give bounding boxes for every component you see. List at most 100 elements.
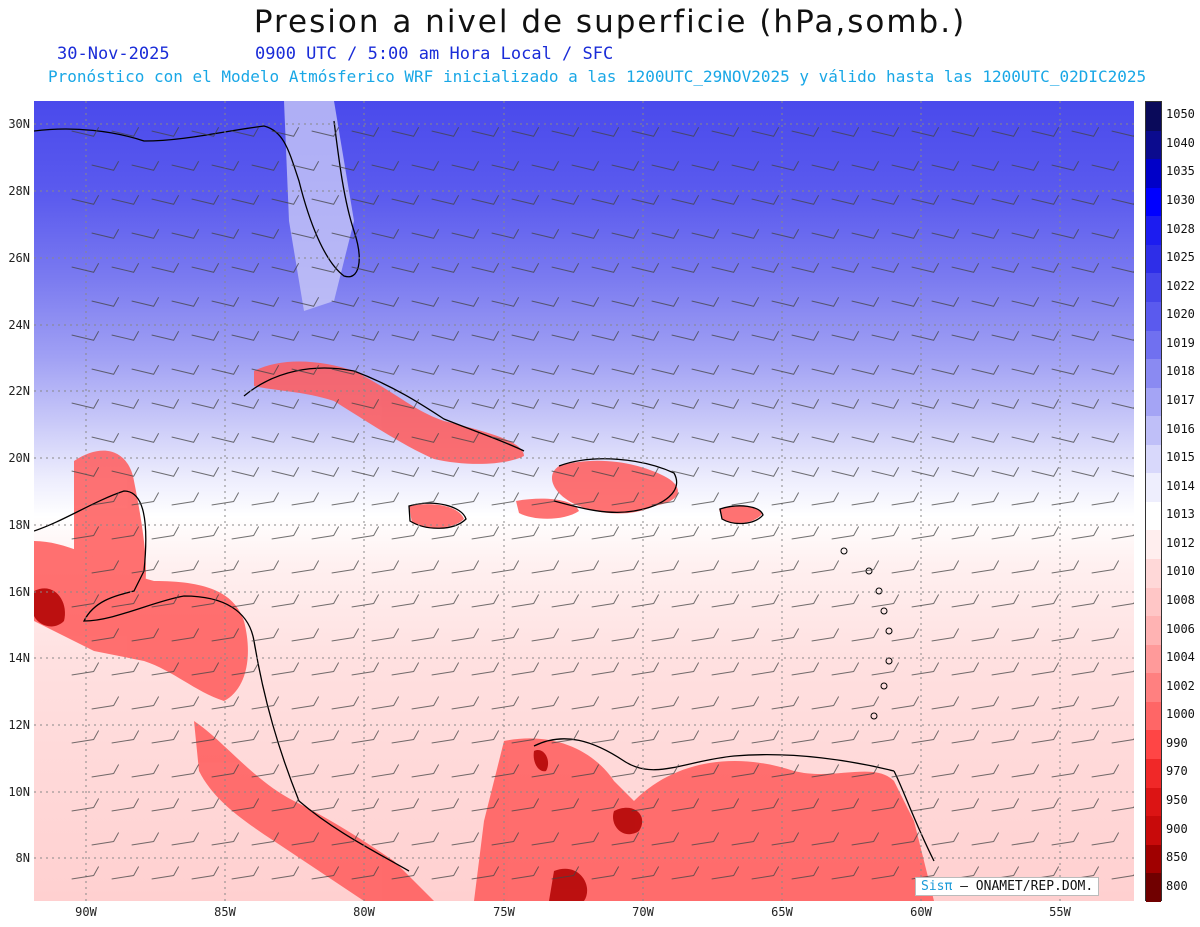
wind-barb [751, 526, 780, 540]
wind-barb [731, 229, 760, 239]
wind-barb [1031, 263, 1060, 273]
color-scale-segment [1146, 330, 1161, 360]
wind-barb [111, 730, 140, 744]
wind-barb [591, 467, 620, 477]
wind-barb [931, 492, 960, 506]
wind-barb [551, 594, 580, 608]
color-scale-bar [1145, 101, 1162, 902]
wind-barb [891, 365, 920, 375]
wind-barb [891, 764, 920, 778]
wind-barb [531, 161, 560, 171]
wind-barb [951, 662, 980, 676]
wind-barb [431, 730, 460, 744]
wind-barb [371, 161, 400, 171]
wind-barb [531, 764, 560, 778]
wind-barb [591, 127, 620, 137]
color-scale-label: 1020 [1166, 307, 1195, 322]
wind-barb [451, 161, 480, 171]
wind-barb [871, 798, 900, 812]
wind-barb [871, 866, 900, 880]
color-scale-label: 1019 [1166, 335, 1195, 350]
color-scale-label: 1017 [1166, 393, 1195, 407]
wind-barb [591, 662, 620, 676]
wind-barb [811, 764, 840, 778]
wind-barb [491, 492, 520, 506]
wind-barb [551, 866, 580, 880]
wind-barb [851, 229, 880, 239]
wind-barb [111, 467, 140, 477]
wind-barb [931, 696, 960, 710]
wind-barb [1071, 594, 1100, 608]
wind-barb [271, 331, 300, 341]
wind-barb [551, 662, 580, 676]
wind-barb [1111, 873, 1134, 880]
wind-barb [971, 764, 1000, 778]
wind-barb [331, 696, 360, 710]
wind-barb [771, 832, 800, 846]
lon-label: 75W [493, 905, 515, 919]
wind-barb [871, 331, 900, 341]
wind-barb [351, 866, 380, 880]
wind-barb [151, 195, 180, 205]
wind-barb [791, 127, 820, 137]
wind-barb [1071, 798, 1100, 812]
wind-barb [131, 297, 160, 307]
lat-label: 22N [8, 384, 30, 398]
wind-barb [391, 798, 420, 812]
wind-barb [811, 161, 840, 171]
wind-barb [911, 467, 940, 477]
wind-barb [491, 832, 520, 846]
wind-barb [71, 127, 100, 137]
wind-barb [1011, 560, 1040, 574]
color-scale-segment [1146, 501, 1161, 531]
wind-barb [1011, 365, 1040, 375]
wind-barb [1091, 560, 1120, 574]
wind-barb [871, 730, 900, 744]
wind-barb [271, 594, 300, 608]
wind-barb [1011, 229, 1040, 239]
color-scale-label: 1014 [1166, 478, 1195, 493]
color-scale-segment [1146, 359, 1161, 388]
wind-barb [1051, 492, 1080, 506]
wind-barb [471, 195, 500, 205]
wind-barb [351, 730, 380, 744]
wind-barb [111, 526, 140, 540]
wind-barb [591, 195, 620, 205]
color-scale-segment [1146, 159, 1161, 188]
wind-barb [711, 263, 740, 273]
wind-barb [631, 798, 660, 812]
wind-barb [451, 433, 480, 443]
wind-barb [691, 433, 720, 443]
wind-barb [671, 798, 700, 812]
wind-barb [191, 195, 220, 205]
wind-barb [171, 832, 200, 846]
wind-barb [771, 433, 800, 443]
wind-barb [631, 866, 660, 880]
wind-barb [671, 399, 700, 409]
wind-barb [1011, 764, 1040, 778]
wind-barb [311, 467, 340, 477]
wind-barb [471, 331, 500, 341]
wind-barb [831, 467, 860, 477]
color-scale-label: 850 [1166, 850, 1188, 865]
wind-barb [1111, 533, 1134, 540]
wind-barb [331, 365, 360, 375]
wind-barb [291, 297, 320, 307]
wind-barb [1091, 764, 1120, 778]
wind-barb [271, 467, 300, 477]
wind-barb [731, 764, 760, 778]
wind-barb [951, 399, 980, 409]
wind-barb [951, 798, 980, 812]
forecast-note: Pronóstico con el Modelo Atmósferico WRF… [48, 67, 1147, 86]
wind-barb [531, 433, 560, 443]
wind-barb [371, 297, 400, 307]
wind-barb [491, 696, 520, 710]
wind-barb [251, 560, 280, 574]
wind-barb [1011, 628, 1040, 642]
wind-barb [351, 331, 380, 341]
wind-barb [931, 764, 960, 778]
wind-barb [1011, 297, 1040, 307]
wind-barb [891, 560, 920, 574]
wind-barb [631, 662, 660, 676]
wind-barb [231, 526, 260, 540]
